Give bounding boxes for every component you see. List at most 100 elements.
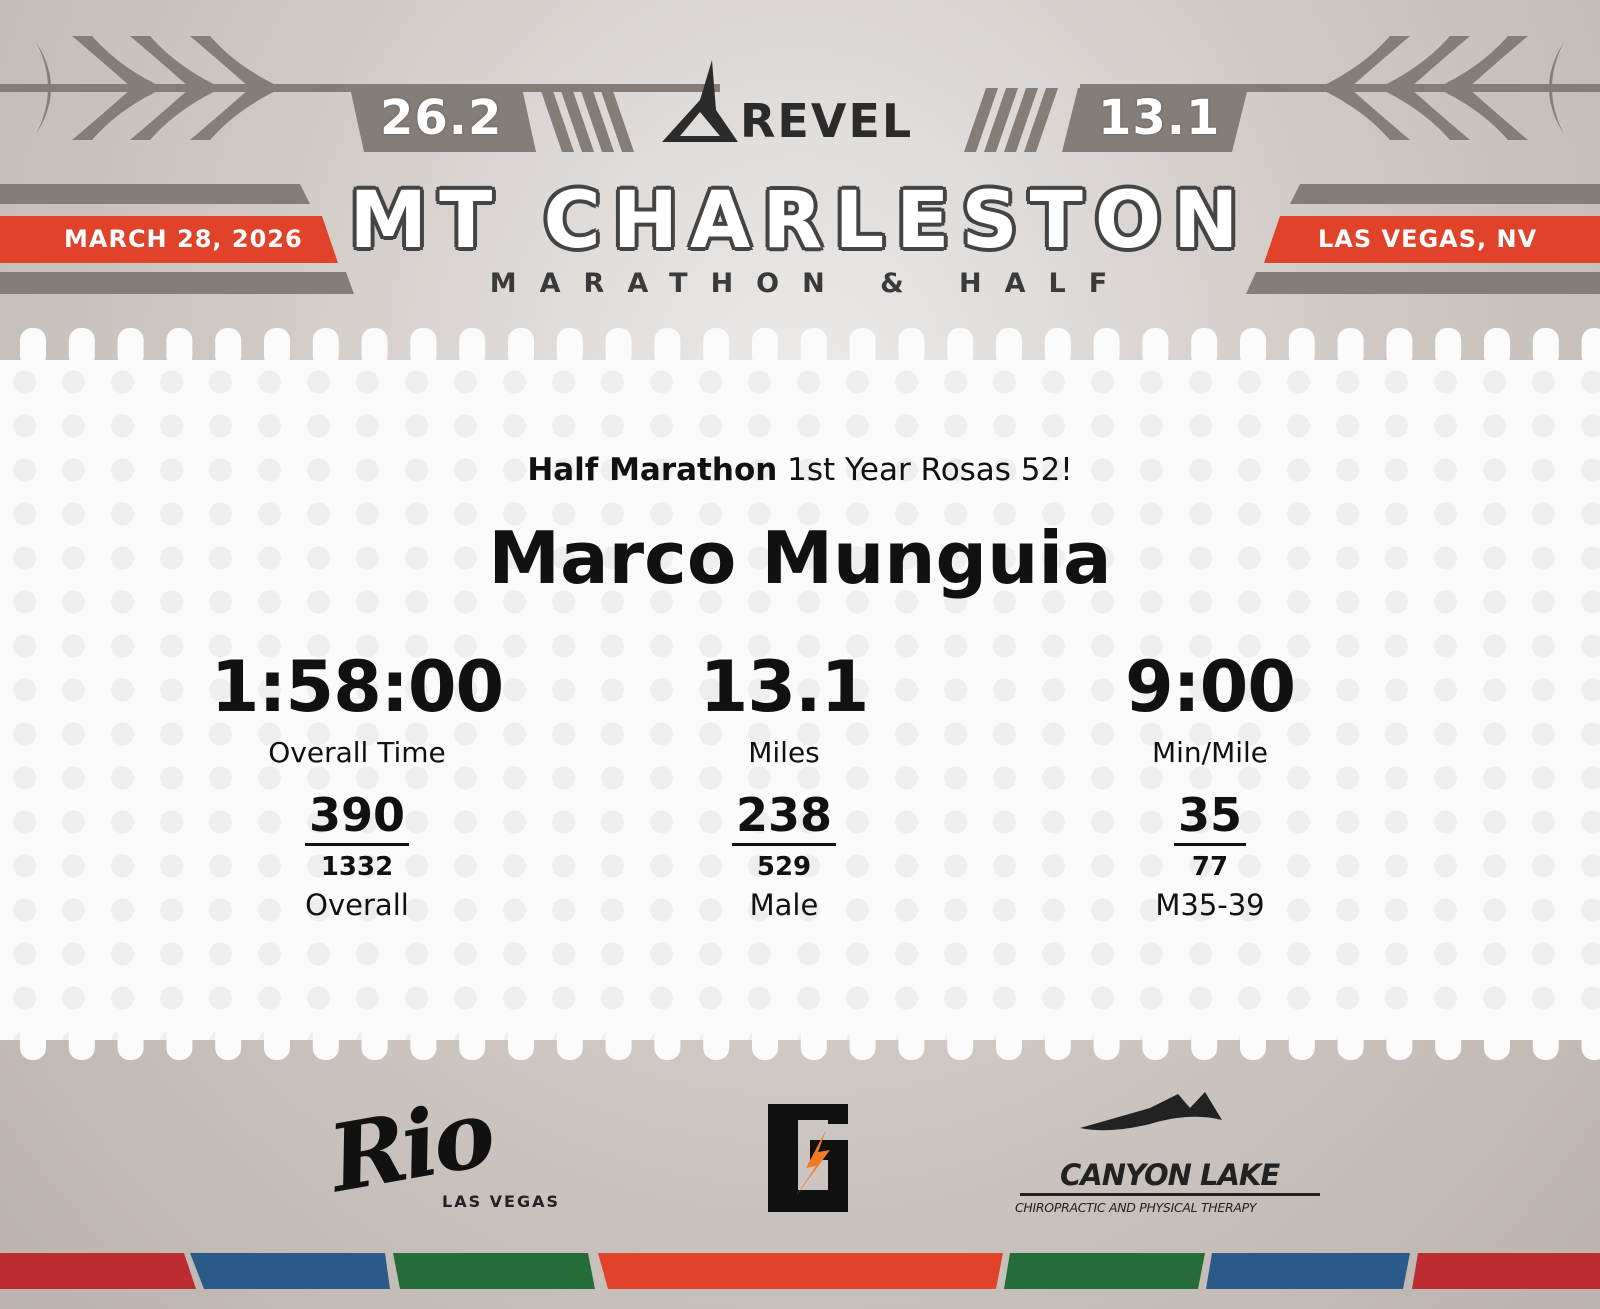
rank-place: 238 (731, 791, 837, 847)
canyon-lake-sub: CHIROPRACTIC AND PHYSICAL THERAPY (1015, 1200, 1257, 1215)
scallop-top (20, 328, 1600, 368)
scallop (20, 328, 46, 368)
half-marathon-badge: 13.1 (1098, 90, 1221, 146)
scallop (849, 1020, 876, 1060)
scallop (1191, 328, 1218, 368)
scallop (996, 328, 1022, 368)
scallop (508, 1020, 534, 1060)
scallop (459, 1020, 486, 1060)
scallop (312, 1020, 339, 1060)
scallop (800, 1020, 827, 1060)
scallop (1581, 328, 1600, 368)
scallop (556, 328, 583, 368)
scallop (1044, 1020, 1071, 1060)
scallop (1240, 328, 1266, 368)
color-stripe (0, 1253, 1600, 1289)
scallop (410, 328, 437, 368)
scallop (117, 328, 144, 368)
scallop (556, 1020, 583, 1060)
scallop (752, 328, 778, 368)
scallop (1191, 1020, 1218, 1060)
scallop (1386, 1020, 1413, 1060)
rank-category: Overall (305, 888, 409, 923)
scallop (1288, 328, 1315, 368)
rio-sub: LAS VEGAS (442, 1192, 561, 1211)
scallop (996, 1020, 1022, 1060)
stat-label: Overall Time (268, 736, 446, 769)
scallop (1337, 328, 1364, 368)
scallop (849, 328, 876, 368)
event-subtitle: MARATHON & HALF (489, 268, 1131, 299)
scallop (117, 1020, 144, 1060)
scallop (459, 328, 486, 368)
rank-category: Male (749, 888, 819, 923)
bolt-icon (796, 1130, 830, 1196)
rank-total: 77 (1191, 852, 1229, 883)
stat-distance: 13.1 Miles 238 529 Male (574, 652, 994, 922)
scallop (264, 328, 290, 368)
rank-category: M35-39 (1155, 888, 1265, 923)
event-title: MT CHARLESTON (349, 176, 1251, 266)
scallop (898, 328, 925, 368)
event-location: LAS VEGAS, NV (1318, 225, 1538, 253)
scallop (654, 328, 681, 368)
scallop (166, 328, 193, 368)
scallop (20, 1020, 46, 1060)
scallop (1337, 1020, 1364, 1060)
scallop (1240, 1020, 1266, 1060)
scallop (898, 1020, 925, 1060)
stat-pace: 9:00 Min/Mile 35 77 M35-39 (1000, 652, 1420, 922)
scallop (1386, 328, 1413, 368)
gatorade-g-icon (768, 1104, 848, 1212)
scallop (752, 1020, 778, 1060)
rank-total: 529 (756, 852, 812, 883)
race-type: Half Marathon (527, 452, 778, 488)
event-date: MARCH 28, 2026 (64, 225, 303, 253)
scallop (410, 1020, 437, 1060)
scallop (947, 328, 974, 368)
canyon-lake-mountain-icon (1080, 1092, 1222, 1131)
race-line: Half Marathon 1st Year Rosas 52! (0, 452, 1600, 488)
scallop (312, 328, 339, 368)
scallop (1435, 1020, 1462, 1060)
stat-label: Miles (748, 736, 820, 769)
scallop (1288, 1020, 1315, 1060)
stat-value: 9:00 (1124, 646, 1296, 728)
rank-total: 1332 (320, 852, 394, 883)
scallop (1093, 1020, 1120, 1060)
stat-value: 13.1 (699, 646, 870, 728)
full-marathon-badge: 26.2 (380, 90, 503, 146)
scallop (1532, 1020, 1559, 1060)
rank-place: 390 (304, 791, 410, 847)
scallop (215, 328, 242, 368)
brand-name: REVEL (740, 94, 914, 148)
scallop (1484, 328, 1510, 368)
canyon-lake-logo: CANYON LAKE (1060, 1158, 1280, 1192)
scallop (1142, 1020, 1169, 1060)
stat-time: 1:58:00 Overall Time 390 1332 Overall (147, 652, 567, 922)
scallop (605, 1020, 632, 1060)
stat-value: 1:58:00 (210, 646, 505, 728)
scallop (1142, 328, 1169, 368)
scallop (1093, 328, 1120, 368)
stat-label: Min/Mile (1151, 736, 1269, 769)
scallop (605, 328, 632, 368)
revel-logo-icon (662, 60, 738, 142)
scallop (654, 1020, 681, 1060)
scallop-bottom (20, 1020, 1600, 1060)
scallop (361, 328, 388, 368)
scallop (703, 328, 730, 368)
scallop (1581, 1020, 1600, 1060)
arrow-right-icon (1080, 36, 1600, 140)
scallop (215, 1020, 242, 1060)
scallop (1484, 1020, 1510, 1060)
scallop (264, 1020, 290, 1060)
scallop (1532, 328, 1559, 368)
scallop (947, 1020, 974, 1060)
scallop (800, 328, 827, 368)
scallop (1044, 328, 1071, 368)
runner-name: Marco Munguia (488, 516, 1112, 600)
scallop (703, 1020, 730, 1060)
